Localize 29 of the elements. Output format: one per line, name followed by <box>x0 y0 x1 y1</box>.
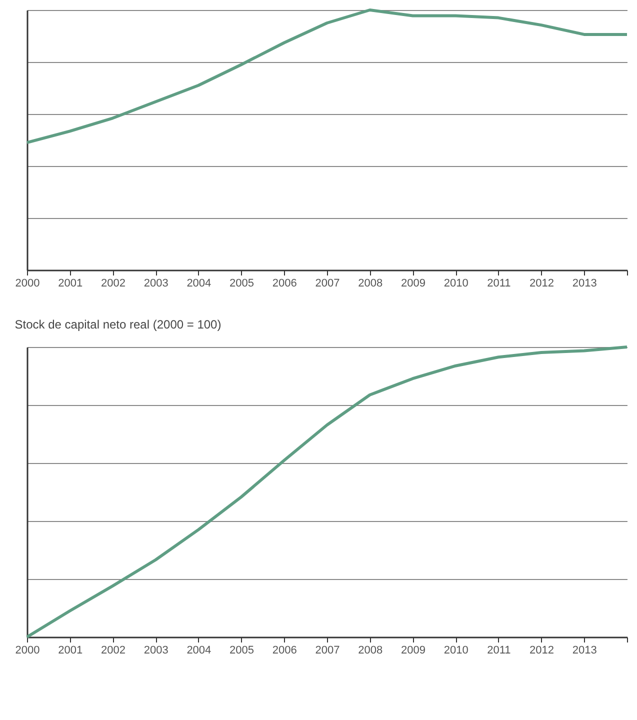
x-tick-label: 2010 <box>444 278 468 290</box>
x-tick-label: 2007 <box>315 644 340 656</box>
x-tick-label: 2004 <box>186 278 212 290</box>
x-tick-label: 2006 <box>272 278 297 290</box>
x-tick-label: 2012 <box>530 644 554 656</box>
x-tick-label: 2005 <box>230 644 254 656</box>
x-tick-label: 2009 <box>400 278 426 290</box>
x-tick-label: 2009 <box>400 644 426 656</box>
x-tick-label: 2000 <box>15 644 40 656</box>
x-tick-label: 2013 <box>572 278 597 290</box>
x-tick-label: 2013 <box>572 644 597 656</box>
x-tick-label: 2001 <box>58 644 83 656</box>
chart-title: Stock de capital neto real (2000 = 100) <box>14 318 222 332</box>
x-tick-label: 2011 <box>487 644 511 656</box>
x-tick-label: 2003 <box>144 278 168 290</box>
x-tick-label: 2012 <box>530 278 554 290</box>
x-tick-label: 2007 <box>315 278 340 290</box>
x-tick-label: 2001 <box>58 278 83 290</box>
x-tick-label: 2006 <box>272 644 297 656</box>
x-tick-label: 2008 <box>358 278 383 290</box>
x-tick-label: 2002 <box>100 278 126 290</box>
x-tick-label: 2002 <box>100 644 126 656</box>
x-tick-label: 2011 <box>487 278 511 290</box>
x-tick-label: 2003 <box>144 644 168 656</box>
x-tick-label: 2008 <box>358 644 383 656</box>
x-tick-label: 2000 <box>15 278 40 290</box>
x-tick-label: 2004 <box>186 644 212 656</box>
x-tick-label: 2010 <box>444 644 468 656</box>
x-tick-label: 2005 <box>230 278 254 290</box>
